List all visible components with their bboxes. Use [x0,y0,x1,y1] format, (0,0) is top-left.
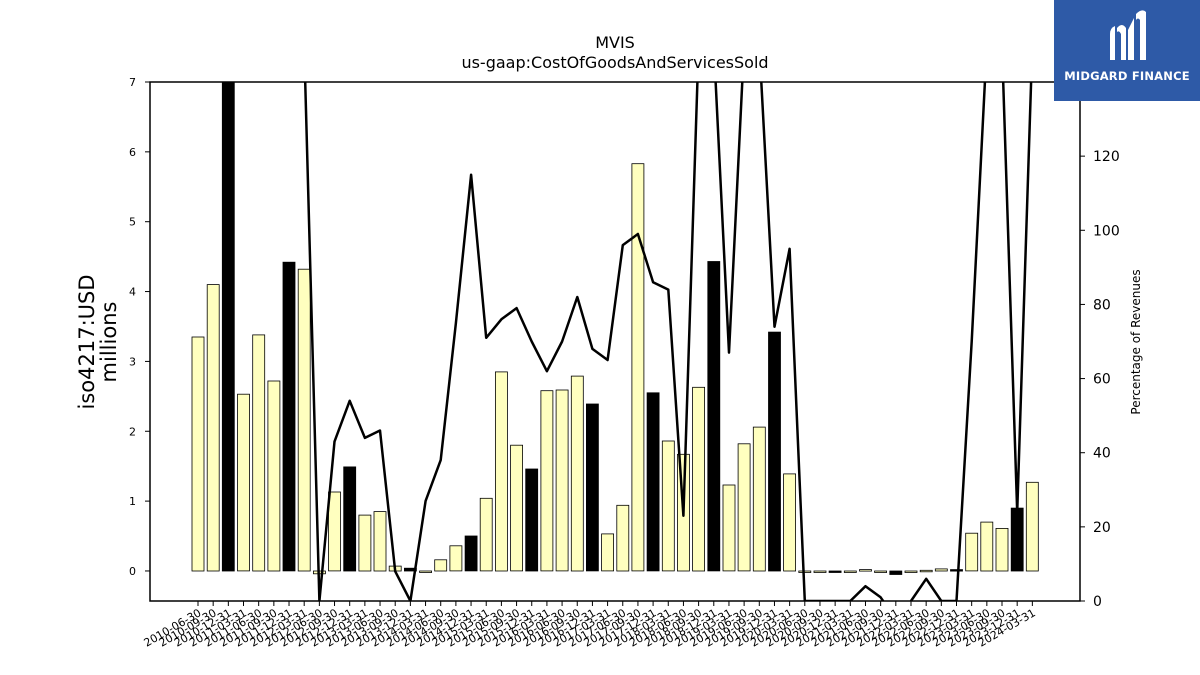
bar [616,504,630,572]
bar [434,559,448,572]
bar [510,444,524,572]
percentage-line [303,82,1033,601]
bar [206,284,220,572]
bar [494,371,508,572]
y-tick-label: 2 [129,425,136,438]
bar [934,568,948,572]
bar [419,570,433,573]
bar [980,521,994,572]
bar [646,392,660,572]
bar [449,545,463,572]
bar [919,569,933,573]
bar [479,497,493,572]
bar [1010,507,1024,572]
y2-tick-label: 80 [1093,297,1111,313]
y2-tick-label: 120 [1093,149,1120,165]
y-tick-label: 6 [129,146,136,159]
y-axis-right: 0 20 40 60 80 100 120 [1080,149,1120,610]
bar [267,380,281,572]
logo-text: MIDGARD FINANCE [1064,69,1190,83]
y-tick-label: 0 [129,565,136,578]
bar [373,511,387,572]
bar [813,570,827,573]
y-axis-left: 0 1 2 3 4 5 6 7 [129,76,150,578]
line-series [303,82,1033,601]
bar [252,334,266,572]
chart-title: MVIS [595,33,635,52]
y2-tick-label: 40 [1093,446,1111,462]
bar [737,443,751,572]
y-axis-label: iso4217:USDmillions [75,274,121,409]
plot-frame [149,81,1081,602]
chart-subtitle: us-gaap:CostOfGoodsAndServicesSold [461,53,768,72]
y-tick-label: 3 [129,355,136,368]
bar [586,403,599,572]
x-axis: 2010-06-302010-09-302010-12-312011-03-31… [142,601,1038,650]
bar [965,532,979,572]
y2-tick-label: 60 [1093,372,1111,388]
bar [540,390,554,572]
midgard-finance-logo-icon [1110,10,1146,60]
bar [464,535,478,572]
y-tick-label: 1 [129,495,136,508]
bar [859,569,872,572]
bar [191,336,205,572]
bar [358,514,372,572]
bar [221,82,235,572]
y-tick-label: 4 [129,286,136,299]
y2-axis-label: Percentage of Revenues [1129,269,1143,414]
bar [950,569,963,572]
bar [555,389,569,572]
bar [282,261,296,572]
y2-tick-label: 100 [1093,223,1120,239]
bar [843,570,857,573]
bar [328,491,341,572]
bar [752,426,766,572]
bar [995,528,1009,572]
bar [661,440,675,572]
bar [343,466,357,572]
y2-tick-label: 20 [1093,520,1111,536]
bar [904,570,918,573]
bar [1025,481,1039,572]
bar [889,570,903,575]
bar [570,375,584,572]
y-tick-label: 7 [129,76,136,89]
bar [631,163,645,572]
bar [707,261,721,572]
bar [237,393,250,572]
midgard-finance-logo: MIDGARD FINANCE [1054,0,1200,101]
bar [828,570,842,573]
bar [874,570,887,573]
y2-tick-label: 0 [1093,594,1102,610]
bar [297,268,311,572]
bar [783,473,796,572]
bar [768,331,781,572]
bar [722,484,736,572]
bar [692,386,705,572]
y-tick-label: 5 [129,216,136,229]
bar-series [191,82,1039,575]
bar [525,468,539,572]
bar [601,533,614,572]
